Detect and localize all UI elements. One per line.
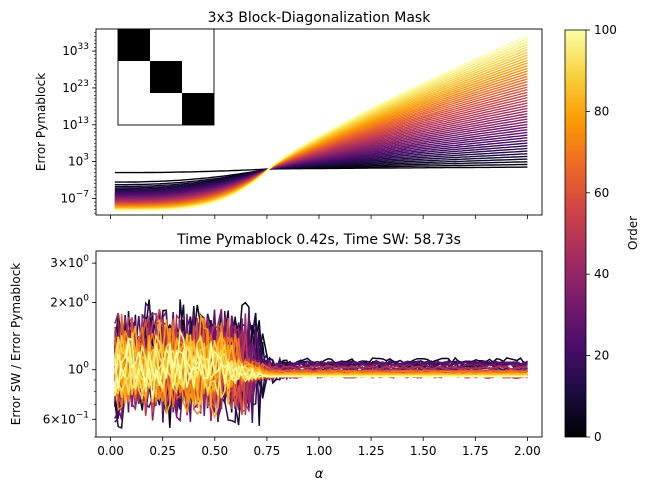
bottom-series-line bbox=[114, 338, 528, 399]
bottom-y-tick-label: 2×100 bbox=[50, 293, 89, 309]
bottom-x-tick-label: 1.25 bbox=[358, 444, 385, 458]
inset-cell bbox=[150, 93, 182, 125]
colorbar-ticks: 0 20 40 60 80 100 bbox=[586, 23, 617, 444]
bottom-x-tick-label: 0.25 bbox=[149, 444, 176, 458]
bottom-x-axis-label: α bbox=[315, 467, 324, 482]
bottom-y-tick-label: 6×10−1 bbox=[43, 410, 89, 426]
colorbar-tick-label: 80 bbox=[594, 104, 609, 118]
colorbar-strip bbox=[564, 29, 587, 438]
bottom-chart-title: Time Pymablock 0.42s, Time SW: 58.73s bbox=[176, 232, 461, 248]
inset-mask-matrix bbox=[117, 28, 215, 126]
inset-cell bbox=[150, 61, 182, 93]
top-axes: 3x3 Block-Diagonalization Mask 10−710310… bbox=[34, 10, 543, 219]
bottom-y-axis-label: Error SW / Error Pymablock bbox=[9, 263, 23, 426]
top-y-ticks: 10−7 103 1013 1023 1033 bbox=[60, 32, 96, 214]
inset-cell bbox=[182, 29, 214, 61]
inset-cell bbox=[118, 93, 150, 125]
top-x-ticks bbox=[110, 215, 528, 219]
colorbar-tick-label: 60 bbox=[594, 186, 609, 200]
bottom-series-line bbox=[114, 316, 528, 421]
bottom-x-tick-label: 0.50 bbox=[201, 444, 228, 458]
top-chart-title: 3x3 Block-Diagonalization Mask bbox=[208, 10, 432, 26]
inset-cell bbox=[118, 29, 150, 61]
colorbar-tick-label: 20 bbox=[594, 349, 609, 363]
colorbar-tick-label: 100 bbox=[594, 23, 617, 37]
top-series-lines bbox=[114, 35, 528, 212]
top-series-line bbox=[114, 35, 528, 212]
inset-frame bbox=[117, 28, 215, 126]
inset-cell bbox=[118, 61, 150, 93]
bottom-y-tick-label: 100 bbox=[68, 361, 89, 377]
bottom-y-tick-label: 3×100 bbox=[50, 254, 89, 270]
bottom-x-tick-label: 1.75 bbox=[462, 444, 489, 458]
top-y-tick-label: 103 bbox=[68, 153, 89, 169]
bottom-x-tick-label: 1.00 bbox=[306, 444, 333, 458]
bottom-x-ticks: 0.00 0.25 0.50 0.75 1.00 1.25 1.50 1.75 2.00 bbox=[97, 437, 541, 458]
inset-cell bbox=[182, 93, 214, 125]
inset-cell bbox=[150, 29, 182, 61]
colorbar-tick-label: 40 bbox=[594, 267, 609, 281]
top-y-tick-label: 1023 bbox=[62, 79, 89, 95]
bottom-axes: Time Pymablock 0.42s, Time SW: 58.73s 0.… bbox=[9, 232, 543, 482]
bottom-y-ticks: 6×10−1 100 2×100 3×100 bbox=[43, 254, 96, 438]
top-y-tick-label: 1033 bbox=[62, 42, 89, 58]
top-y-axis-label: Error Pymablock bbox=[34, 73, 48, 171]
top-y-tick-label: 10−7 bbox=[60, 189, 89, 205]
inset-cell bbox=[182, 61, 214, 93]
top-y-tick-label: 1013 bbox=[62, 116, 89, 132]
colorbar-tick-label: 0 bbox=[594, 430, 602, 444]
bottom-x-tick-label: 0.75 bbox=[254, 444, 281, 458]
colorbar-label: Order bbox=[626, 216, 640, 250]
bottom-series-line bbox=[114, 332, 528, 398]
inset-cells bbox=[118, 29, 214, 125]
colorbar: 0 20 40 60 80 100 Order bbox=[564, 23, 640, 444]
bottom-series-lines bbox=[114, 299, 529, 429]
bottom-x-tick-label: 0.00 bbox=[97, 444, 124, 458]
bottom-x-tick-label: 1.50 bbox=[410, 444, 437, 458]
bottom-x-tick-label: 2.00 bbox=[514, 444, 541, 458]
